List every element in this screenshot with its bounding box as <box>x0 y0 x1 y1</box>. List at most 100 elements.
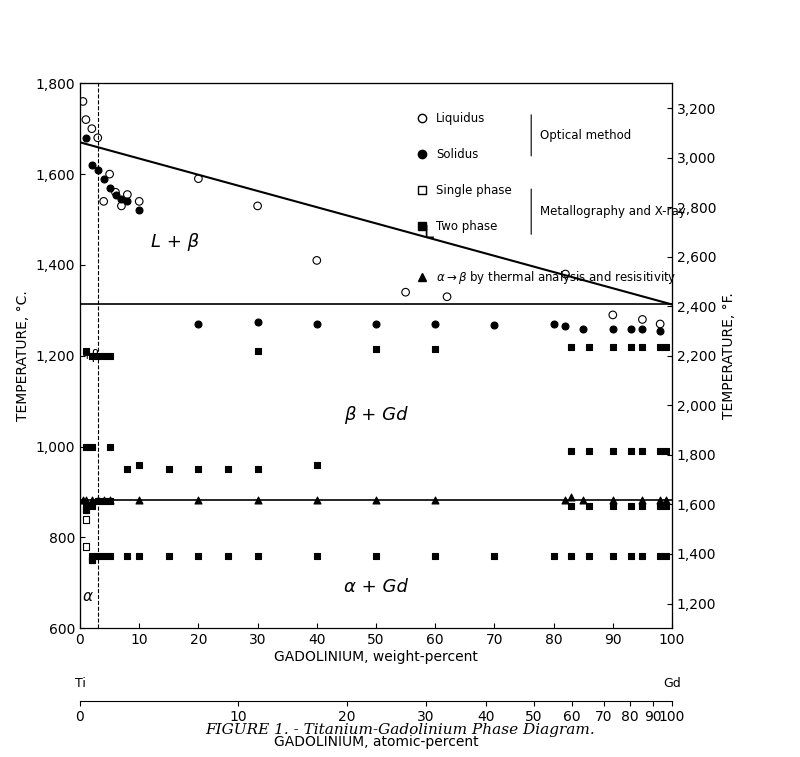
Point <box>91 132 104 144</box>
Point <box>488 319 501 331</box>
Point <box>86 554 98 566</box>
Point <box>103 495 116 507</box>
Point <box>636 341 649 353</box>
Point <box>98 550 110 562</box>
Point <box>370 343 382 355</box>
Point <box>429 343 442 355</box>
Point <box>251 494 264 506</box>
Text: β + Gd: β + Gd <box>344 406 408 424</box>
Point <box>488 550 501 562</box>
Text: Two phase: Two phase <box>436 220 498 233</box>
Point <box>192 463 205 475</box>
Point <box>91 550 104 562</box>
Point <box>565 341 578 353</box>
Text: Single phase: Single phase <box>436 184 512 197</box>
Point <box>192 550 205 562</box>
Point <box>103 350 116 362</box>
Point <box>91 494 104 506</box>
Point <box>577 322 590 335</box>
Text: Gd: Gd <box>663 678 681 690</box>
Point <box>660 500 673 512</box>
Text: Solidus: Solidus <box>436 148 478 161</box>
Text: Optical method: Optical method <box>540 129 631 142</box>
Point <box>86 441 98 453</box>
Point <box>624 500 637 512</box>
Text: α + Gd: α + Gd <box>344 578 408 597</box>
Point <box>79 441 92 453</box>
Point <box>582 341 595 353</box>
Point <box>79 345 92 357</box>
Point <box>582 550 595 562</box>
Point <box>86 554 98 566</box>
Point <box>606 323 619 335</box>
Point <box>654 325 666 337</box>
Point <box>624 550 637 562</box>
Point <box>98 350 110 362</box>
Text: Ti: Ti <box>74 678 86 690</box>
Point <box>133 204 146 217</box>
Point <box>115 200 128 212</box>
Point <box>310 550 323 562</box>
Y-axis label: TEMPERATURE, °F.: TEMPERATURE, °F. <box>722 292 736 419</box>
Text: Metallography and X-ray: Metallography and X-ray <box>540 205 686 218</box>
Point <box>121 550 134 562</box>
X-axis label: GADOLINIUM, atomic-percent: GADOLINIUM, atomic-percent <box>274 735 478 749</box>
Point <box>636 323 649 335</box>
Point <box>606 445 619 457</box>
Point <box>624 322 637 335</box>
Point <box>310 318 323 330</box>
Point <box>547 318 560 330</box>
Point <box>86 550 98 562</box>
Point <box>91 350 104 362</box>
Point <box>109 188 122 201</box>
Point <box>429 494 442 506</box>
Point <box>79 504 92 516</box>
Point <box>606 550 619 562</box>
Point <box>636 550 649 562</box>
Point <box>582 445 595 457</box>
Point <box>636 445 649 457</box>
Point <box>103 494 116 506</box>
Text: +β: +β <box>81 349 100 363</box>
Y-axis label: TEMPERATURE, °C.: TEMPERATURE, °C. <box>16 291 30 421</box>
Point <box>77 95 90 107</box>
Point <box>559 320 572 332</box>
Point <box>399 286 412 298</box>
Point <box>559 494 572 506</box>
Point <box>660 445 673 457</box>
Point <box>547 550 560 562</box>
Point <box>98 173 110 185</box>
Point <box>251 345 264 357</box>
Point <box>606 494 619 506</box>
Text: FIGURE 1. - Titanium-Gadolinium Phase Diagram.: FIGURE 1. - Titanium-Gadolinium Phase Di… <box>205 723 595 737</box>
Point <box>310 254 323 266</box>
Point <box>654 550 666 562</box>
Point <box>79 540 92 553</box>
Point <box>222 550 234 562</box>
Point <box>429 550 442 562</box>
Point <box>636 494 649 506</box>
Point <box>251 200 264 212</box>
Text: α: α <box>83 589 93 604</box>
Point <box>115 193 128 205</box>
Point <box>121 195 134 207</box>
Point <box>565 491 578 503</box>
Point <box>121 188 134 201</box>
Point <box>577 494 590 506</box>
Point <box>636 500 649 512</box>
Point <box>606 309 619 321</box>
Point <box>77 494 90 506</box>
Point <box>91 164 104 176</box>
Point <box>370 494 382 506</box>
Point <box>192 173 205 185</box>
Point <box>251 463 264 475</box>
Point <box>310 459 323 471</box>
Point <box>133 494 146 506</box>
Point <box>606 500 619 512</box>
Text: L: L <box>423 224 434 242</box>
Point <box>109 186 122 198</box>
Point <box>310 494 323 506</box>
Point <box>636 313 649 326</box>
Point <box>103 168 116 180</box>
Point <box>660 341 673 353</box>
